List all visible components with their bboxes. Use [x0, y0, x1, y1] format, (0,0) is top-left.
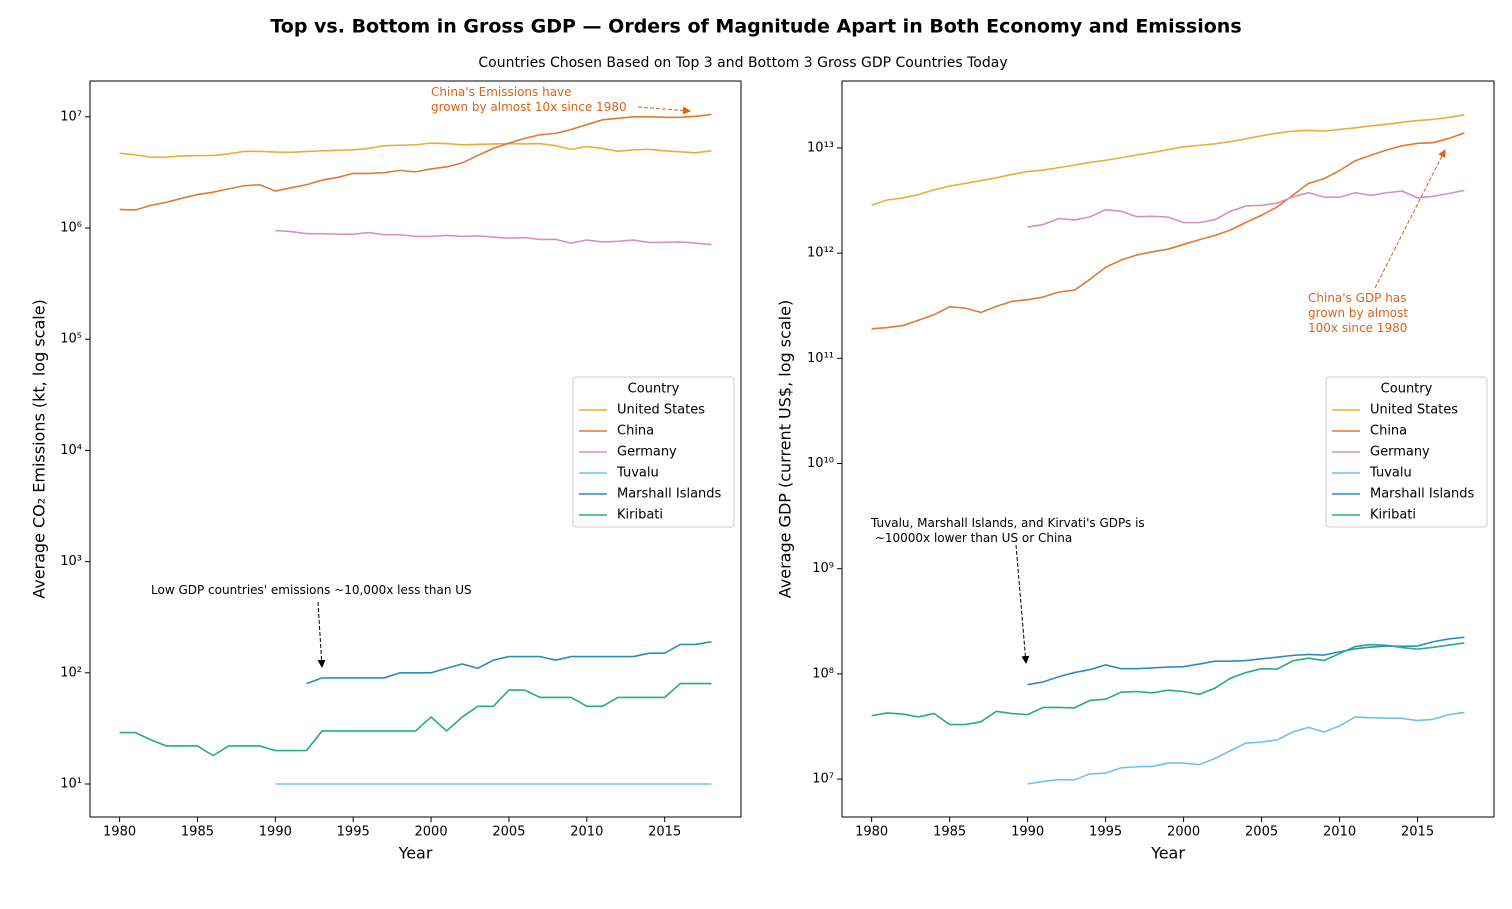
legend-label: Kiribati	[617, 508, 663, 523]
y-tick-label: 10⁷	[812, 772, 834, 787]
legend-label: United States	[1370, 403, 1458, 418]
title: Top vs. Bottom in Gross GDP — Orders of …	[270, 16, 1241, 38]
y-axis-label: Average CO₂ Emissions (kt, log scale)	[30, 299, 49, 599]
legend-box	[1325, 376, 1488, 528]
annotation: Tuvalu, Marshall Islands, and Kirvati's …	[870, 516, 1145, 545]
plot-frame	[841, 80, 1495, 818]
y-tick-label: 10⁶	[60, 221, 82, 236]
annotation: Low GDP countries' emissions ~10,000x le…	[151, 583, 472, 597]
legend-label: United States	[617, 403, 705, 418]
line-series	[119, 682, 712, 757]
annotation-arrow	[1015, 544, 1030, 664]
line-series	[871, 132, 1465, 330]
x-tick-label: 1995	[1089, 825, 1122, 840]
x-tick-label: 1995	[337, 825, 370, 840]
x-tick-label: 2005	[492, 825, 525, 840]
x-tick-label: 2005	[1245, 825, 1278, 840]
x-tick-label: 2000	[1167, 825, 1200, 840]
line-series	[119, 113, 712, 211]
x-tick-label: 1990	[259, 825, 292, 840]
line-series	[1027, 189, 1465, 228]
y-tick-label: 10⁷	[60, 109, 82, 124]
x-tick-label: 2015	[1401, 825, 1434, 840]
legend-label: Tuvalu	[616, 466, 659, 481]
y-tick-label: 10⁹	[812, 561, 834, 576]
line-series	[1027, 636, 1465, 686]
y-tick-label: 10³	[60, 554, 82, 569]
y-tick-label: 10²	[60, 665, 82, 680]
x-tick-label: 1980	[855, 825, 888, 840]
annotation: China's Emissions have grown by almost 10…	[431, 85, 627, 114]
y-tick-label: 10¹	[60, 777, 82, 792]
subtitle: Countries Chosen Based on Top 3 and Bott…	[478, 55, 1007, 71]
legend-title: Country	[628, 382, 680, 397]
x-axis-label: Year	[1150, 844, 1185, 863]
y-tick-label: 10⁴	[60, 443, 82, 458]
x-tick-label: 1985	[181, 825, 214, 840]
x-tick-label: 2000	[415, 825, 448, 840]
annotation: China's GDP has grown by almost 100x since…	[1308, 291, 1408, 335]
x-tick-label: 2010	[1323, 825, 1356, 840]
y-tick-label: 10¹¹	[807, 351, 834, 366]
annotation-arrow	[1374, 149, 1446, 289]
y-axis-label: Average GDP (current US$, log scale)	[776, 300, 795, 598]
legend-label: China	[617, 424, 654, 439]
y-tick-label: 10⁵	[60, 332, 82, 347]
legend-label: Kiribati	[1370, 508, 1416, 523]
annotation-arrow	[637, 106, 691, 115]
line-series	[275, 229, 712, 246]
annotation-arrow	[317, 601, 326, 668]
line-series	[119, 142, 712, 159]
x-tick-label: 2015	[648, 825, 681, 840]
line-series	[306, 641, 712, 685]
y-tick-label: 10¹³	[807, 140, 834, 155]
x-tick-label: 1985	[933, 825, 966, 840]
y-tick-label: 10¹⁰	[807, 456, 834, 471]
line-series	[871, 114, 1465, 206]
x-tick-label: 1980	[103, 825, 136, 840]
plot-frame	[89, 80, 742, 818]
line-series	[1027, 711, 1465, 785]
legend-label: Germany	[617, 445, 677, 460]
y-tick-label: 10⁸	[812, 666, 834, 681]
x-tick-label: 1990	[1011, 825, 1044, 840]
x-axis-label: Year	[398, 844, 433, 863]
legend-title: Country	[1381, 382, 1433, 397]
legend-label: Marshall Islands	[617, 487, 722, 502]
legend-label: Marshall Islands	[1370, 487, 1475, 502]
x-tick-label: 2010	[570, 825, 603, 840]
y-tick-label: 10¹²	[807, 246, 834, 261]
legend-box	[572, 376, 735, 528]
legend-label: Tuvalu	[1369, 466, 1412, 481]
legend-label: China	[1370, 424, 1407, 439]
legend-label: Germany	[1370, 445, 1430, 460]
line-series	[871, 642, 1465, 726]
